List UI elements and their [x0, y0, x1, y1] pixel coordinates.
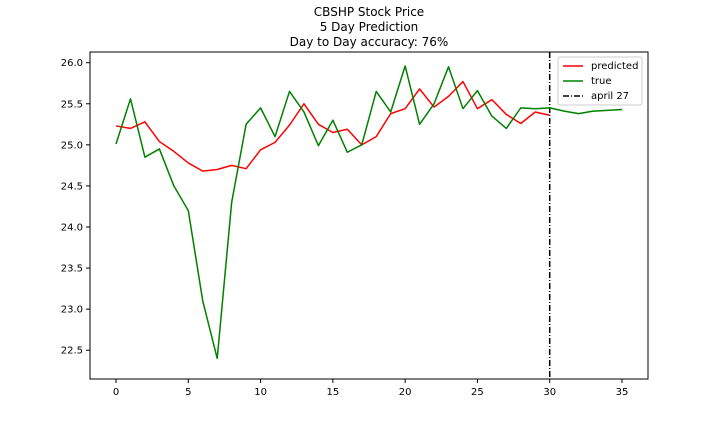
legend: predicted true april 27	[557, 56, 643, 106]
y-tick-label: 23.5	[61, 264, 83, 275]
legend-box	[557, 56, 643, 106]
x-tick-label: 5	[185, 387, 191, 398]
x-tick-label: 25	[471, 387, 484, 398]
y-tick-label: 24.0	[61, 223, 83, 234]
legend-label-vline: april 27	[591, 91, 629, 102]
y-tick-label: 24.5	[61, 181, 83, 192]
y-tick-label: 25.5	[61, 99, 83, 110]
y-tick-label: 26.0	[61, 58, 83, 69]
x-tick-label: 10	[254, 387, 267, 398]
series-line-predicted	[115, 80, 550, 172]
x-tick-label: 20	[399, 387, 412, 398]
title-line-3: Day to Day accuracy: 76%	[290, 35, 449, 49]
legend-label-predicted: predicted	[591, 61, 638, 72]
y-tick-label: 23.0	[61, 305, 83, 316]
axes-frame	[89, 51, 649, 380]
plot-area	[115, 52, 623, 379]
legend-label-true: true	[591, 76, 612, 87]
title-line-1: CBSHP Stock Price	[314, 5, 424, 19]
y-tick-label: 25.0	[61, 140, 83, 151]
series-line-true	[115, 65, 623, 360]
title-line-2: 5 Day Prediction	[320, 20, 419, 34]
x-tick-label: 15	[326, 387, 339, 398]
x-tick-label: 0	[113, 387, 119, 398]
chart-title: CBSHP Stock Price 5 Day Prediction Day t…	[290, 5, 449, 49]
x-tick-label: 35	[616, 387, 629, 398]
y-tick-label: 22.5	[61, 346, 83, 357]
x-tick-label: 30	[543, 387, 556, 398]
axis-ticks: 0 5 10 15 20 25 30 35 22.5 23.0 23.5 24.0 24.5 25.0 25…	[61, 58, 629, 398]
